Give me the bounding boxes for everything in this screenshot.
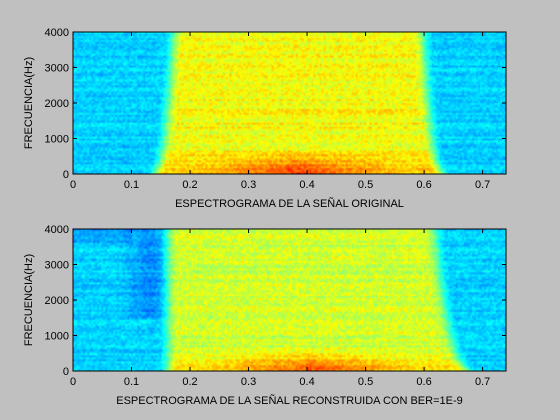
y-tick-label: 4000 xyxy=(45,27,69,39)
y-tick-label: 4000 xyxy=(45,224,69,236)
spectrogram-image-reconstructed xyxy=(73,229,506,371)
x-tick-label: 0.3 xyxy=(241,376,256,388)
y-tick-label: 3000 xyxy=(45,63,69,75)
x-tick-label: 0.6 xyxy=(416,376,431,388)
ticks-reconstructed: 0 0.1 0.2 0.3 0.4 0.5 0.6 0.7 0 1000 2000 3000 4000 xyxy=(45,224,506,388)
x-tick-label: 0.7 xyxy=(475,179,490,191)
y-tick-label: 0 xyxy=(63,169,69,181)
x-tick-label: 0.2 xyxy=(182,376,197,388)
x-tick-label: 0.5 xyxy=(358,179,373,191)
x-tick-label: 0.4 xyxy=(299,179,314,191)
x-tick-label: 0.7 xyxy=(475,376,490,388)
x-tick-label: 0.4 xyxy=(299,376,314,388)
x-tick-label: 0.2 xyxy=(182,179,197,191)
x-axis-label-original: ESPECTROGRAMA DE LA SEÑAL ORIGINAL xyxy=(175,197,404,210)
x-tick-label: 0.5 xyxy=(358,376,373,388)
x-tick-label: 0.1 xyxy=(124,179,139,191)
x-tick-label: 0 xyxy=(70,179,76,191)
y-axis-label-original: FRECUENCIA(Hz) xyxy=(23,57,35,149)
ticks-original: 0 0.1 0.2 0.3 0.4 0.5 0.6 0.7 0 1000 2000 3000 4000 xyxy=(45,27,506,191)
y-tick-label: 3000 xyxy=(45,260,69,272)
x-tick-label: 0.3 xyxy=(241,179,256,191)
y-tick-label: 1000 xyxy=(45,134,69,146)
x-tick-label: 0.6 xyxy=(416,179,431,191)
y-tick-label: 2000 xyxy=(45,98,69,110)
subplot-reconstructed: 0 0.1 0.2 0.3 0.4 0.5 0.6 0.701000200030004000 … xyxy=(23,224,507,407)
x-axis-label-reconstructed: ESPECTROGRAMA DE LA SEÑAL RECONSTRUIDA C… xyxy=(116,394,463,407)
subplot-original: 0 0.1 0.2 0.3 0.4 0.5 0.6 0.701000200030004000 … xyxy=(23,27,507,210)
x-tick-label: 0.1 xyxy=(124,376,139,388)
y-tick-label: 1000 xyxy=(45,331,69,343)
y-axis-label-reconstructed: FRECUENCIA(Hz) xyxy=(23,254,35,346)
spectrogram-image-original xyxy=(73,32,506,174)
x-tick-label: 0 xyxy=(70,376,76,388)
y-tick-label: 0 xyxy=(63,366,69,378)
y-tick-label: 2000 xyxy=(45,295,69,307)
